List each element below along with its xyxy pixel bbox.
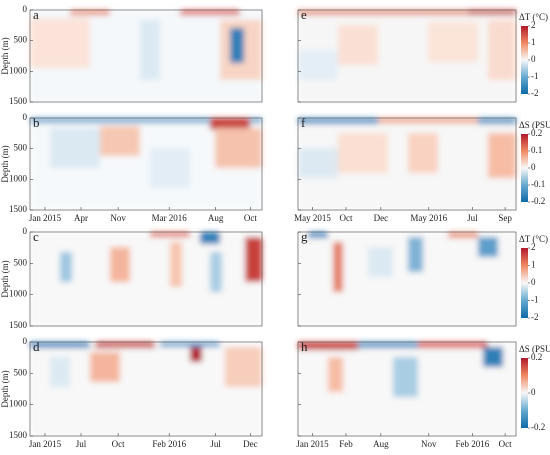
x-tick-label: Oct xyxy=(499,439,512,449)
colorbar-tick-label: 1 xyxy=(531,260,536,270)
panel-frame xyxy=(297,9,517,103)
y-axis-label: Depth (m) xyxy=(0,260,10,297)
y-tick-label: 500 xyxy=(14,143,28,153)
x-tick-label: Oct xyxy=(112,439,125,449)
panel-letter: g xyxy=(301,229,308,244)
x-tick-label: Apr xyxy=(74,213,88,223)
colorbar xyxy=(521,358,528,428)
panel-frame xyxy=(29,9,263,103)
panel-letter: h xyxy=(301,339,308,354)
colorbar-tick-label: 0.1 xyxy=(531,145,542,155)
x-tick-label: Jan 2015 xyxy=(29,213,62,223)
x-tick-label: May 2015 xyxy=(294,213,331,223)
colorbar-tick-label: -1 xyxy=(531,71,539,81)
colorbar-tick-label: -2 xyxy=(531,88,539,98)
panel-letter: f xyxy=(301,115,306,130)
panel-letter: a xyxy=(33,7,39,22)
x-tick-label: Oct xyxy=(244,213,257,223)
field-pattern xyxy=(30,10,516,436)
x-tick-label: Jul xyxy=(467,213,478,223)
x-tick-label: Nov xyxy=(110,213,126,223)
y-axis-label: Depth (m) xyxy=(0,145,10,182)
panel-letter: b xyxy=(33,115,40,130)
y-tick-label: 500 xyxy=(14,35,28,45)
colorbar-label: ΔT (°C) xyxy=(519,234,548,244)
colorbar-tick-label: -0.2 xyxy=(531,196,545,206)
x-tick-label: Oct xyxy=(339,213,352,223)
y-tick-label: 500 xyxy=(14,257,28,267)
colorbar xyxy=(521,26,528,94)
colorbar-label: ΔT (°C) xyxy=(519,12,548,22)
panel-letter: c xyxy=(33,229,39,244)
colorbar-tick-label: 0 xyxy=(531,54,536,64)
colorbar xyxy=(521,248,528,318)
y-axis-label: Depth (m) xyxy=(0,370,10,407)
colorbar xyxy=(521,134,528,202)
colorbar-tick-label: -1 xyxy=(531,295,539,305)
x-tick-label: Mar 2016 xyxy=(152,213,188,223)
x-tick-label: Dec xyxy=(374,213,389,223)
colorbar-label: ΔS (PSU) xyxy=(519,120,550,130)
y-tick-label: 0 xyxy=(23,112,28,122)
panel-frame xyxy=(297,341,517,437)
x-tick-label: Jul xyxy=(76,439,87,449)
y-tick-label: 1500 xyxy=(9,204,28,214)
panel-frame xyxy=(297,231,517,327)
x-tick-label: May 2016 xyxy=(410,213,447,223)
colorbar-label: ΔS (PSU) xyxy=(519,344,550,354)
x-tick-label: Jan 2015 xyxy=(29,439,62,449)
y-tick-label: 1500 xyxy=(9,96,28,106)
colorbar-tick-label: -0.2 xyxy=(531,422,545,432)
x-tick-label: Feb 2016 xyxy=(152,439,186,449)
colorbar-tick-label: 0.2 xyxy=(531,352,542,362)
y-tick-label: 0 xyxy=(23,4,28,14)
x-tick-label: Aug xyxy=(373,439,389,449)
y-tick-label: 0 xyxy=(23,226,28,236)
panel-letter: d xyxy=(33,339,40,354)
x-tick-label: Feb 2016 xyxy=(456,439,490,449)
x-tick-label: Sep xyxy=(498,213,512,223)
y-tick-label: 500 xyxy=(14,367,28,377)
panel-letter: e xyxy=(301,7,307,22)
colorbar-tick-label: -2 xyxy=(531,312,539,322)
x-tick-label: Dec xyxy=(243,439,258,449)
y-tick-label: 1500 xyxy=(9,320,28,330)
panel-frame xyxy=(297,117,517,211)
colorbar-tick-label: 0 xyxy=(531,162,536,172)
panel-frame xyxy=(29,341,263,437)
colorbar-tick-label: 1 xyxy=(531,37,536,47)
y-tick-label: 1000 xyxy=(9,399,28,409)
x-tick-label: Feb xyxy=(339,439,353,449)
x-tick-label: Jan 2015 xyxy=(296,439,329,449)
x-tick-label: Aug xyxy=(208,213,224,223)
colorbar-tick-label: 0 xyxy=(531,387,536,397)
y-tick-label: 1500 xyxy=(9,430,28,440)
y-tick-label: 1000 xyxy=(9,173,28,183)
panel-frame xyxy=(29,117,263,211)
colorbar-tick-label: -0.1 xyxy=(531,179,545,189)
colorbar-tick-label: 0 xyxy=(531,277,536,287)
y-tick-label: 1000 xyxy=(9,65,28,75)
y-axis-label: Depth (m) xyxy=(0,37,10,74)
colorbar-tick-label: 0.2 xyxy=(531,128,542,138)
x-tick-label: Jul xyxy=(210,439,221,449)
y-tick-label: 0 xyxy=(23,336,28,346)
y-tick-label: 1000 xyxy=(9,289,28,299)
x-tick-label: Nov xyxy=(421,439,437,449)
colorbar-tick-label: 2 xyxy=(531,20,536,30)
colorbar-tick-label: 2 xyxy=(531,242,536,252)
panel-frame xyxy=(29,231,263,327)
